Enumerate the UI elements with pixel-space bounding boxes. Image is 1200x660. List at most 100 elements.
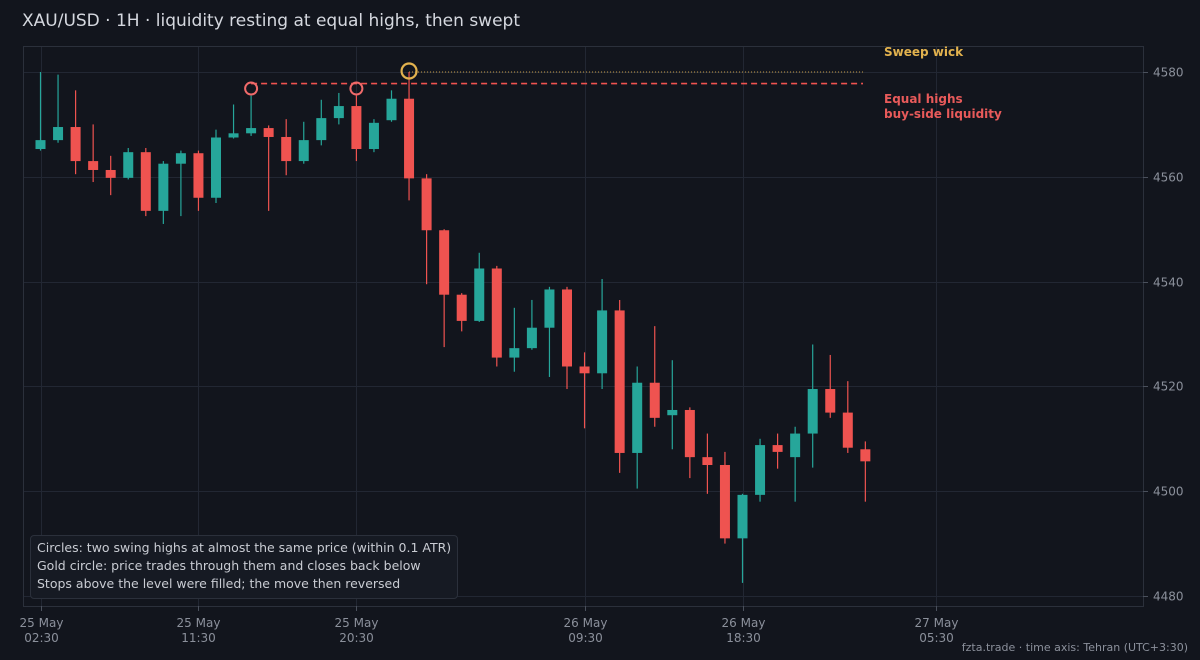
candle (53, 74, 64, 143)
buy-side-liquidity-text: buy-side liquidity (884, 107, 1002, 121)
candle-body (404, 98, 415, 179)
plot-frame (23, 46, 1144, 607)
candle (509, 307, 520, 372)
candle (351, 95, 362, 162)
candle (649, 326, 660, 427)
y-tick-label: 4580 (1153, 66, 1184, 80)
candle (491, 265, 502, 367)
candle-body (439, 230, 450, 295)
candle (526, 299, 537, 350)
sweep-wick-text: Sweep wick (884, 45, 964, 59)
candle-body (755, 445, 766, 495)
level-lines (251, 71, 863, 85)
candle-body (632, 382, 643, 453)
candle-body (737, 494, 748, 539)
candle-body (105, 169, 116, 178)
candle-body (526, 327, 537, 349)
x-tick-label: 25 May 11:30 (177, 616, 221, 645)
candle (263, 125, 274, 211)
candle-body (351, 106, 362, 150)
candle-body (35, 140, 46, 150)
candle (702, 433, 713, 494)
equal-highs-label: Equal highs buy-side liquidity (884, 92, 1002, 122)
candle-body (298, 140, 309, 162)
equal-high-circle (349, 81, 364, 96)
candle-body (88, 161, 99, 170)
equal-highs-text: Equal highs (884, 92, 963, 106)
candle (790, 426, 801, 502)
candle (684, 407, 695, 479)
candle (737, 493, 748, 583)
sweep-wick-label: Sweep wick (884, 45, 963, 60)
candle (544, 286, 555, 377)
candle (88, 124, 99, 183)
candle (246, 95, 257, 136)
candle-body (123, 152, 134, 178)
candle-body (474, 268, 485, 321)
y-axis: 4480 4500 4520 4540 4560 4580 (1143, 66, 1184, 604)
sweep-circle (400, 62, 418, 80)
candle (456, 293, 467, 332)
candle-body (772, 445, 783, 452)
candle (860, 441, 871, 502)
x-axis: 25 May 02:30 25 May 11:30 25 May 20:30 26 May 0… (20, 606, 959, 645)
candle (439, 229, 450, 348)
candle-body (842, 412, 853, 448)
grid-lines (23, 46, 1143, 606)
chart-title: XAU/USD · 1H · liquidity resting at equa… (22, 11, 520, 31)
candle-body (263, 128, 274, 137)
candle-body (158, 163, 169, 211)
y-tick-label: 4500 (1153, 485, 1184, 499)
y-tick-label: 4560 (1153, 171, 1184, 185)
candle-body (386, 98, 397, 121)
candle-body (140, 152, 151, 211)
candle (772, 433, 783, 469)
candle-body (614, 310, 625, 453)
candle-body (53, 127, 64, 141)
candle (70, 90, 81, 175)
candle (368, 119, 379, 153)
candle (316, 99, 327, 146)
y-tick-label: 4480 (1153, 590, 1184, 604)
candle-body (421, 178, 432, 231)
candle (719, 451, 730, 544)
candle-body (456, 294, 467, 321)
candle (211, 129, 221, 203)
candle-body (211, 137, 221, 198)
candle-body (509, 348, 520, 358)
candle-body (544, 289, 555, 328)
note-line: Circles: two swing highs at almost the s… (37, 540, 452, 555)
candle-body (702, 457, 713, 465)
candle-body (193, 153, 204, 198)
candle-body (649, 382, 660, 418)
candle-body (175, 153, 186, 164)
candle-body (807, 389, 818, 434)
x-tick-label: 26 May 09:30 (564, 616, 608, 645)
note-line: Gold circle: price trades through them a… (37, 558, 421, 573)
candle (474, 252, 485, 322)
candle (597, 278, 608, 390)
x-tick-label: 25 May 02:30 (20, 616, 64, 645)
x-tick-label: 25 May 20:30 (335, 616, 379, 645)
candle-body (825, 389, 836, 413)
candle-body (246, 128, 257, 134)
candle (562, 286, 572, 390)
candle (175, 150, 186, 217)
candle-body (281, 136, 292, 162)
x-tick-label: 27 May 05:30 (915, 616, 959, 645)
candle (228, 104, 239, 139)
y-tick-label: 4540 (1153, 276, 1184, 290)
candle (105, 155, 116, 196)
candle-body (316, 118, 327, 141)
footer-credit: fzta.trade · time axis: Tehran (UTC+3:30… (961, 641, 1188, 654)
candle-body (684, 409, 695, 458)
candle-body (70, 127, 81, 162)
candle-body (719, 465, 730, 539)
candle (825, 354, 836, 418)
candle-body (860, 449, 871, 462)
candle-body (333, 106, 344, 119)
explanation-box: Circles: two swing highs at almost the s… (30, 535, 459, 599)
candle (281, 119, 292, 176)
x-tick-label: 26 May 18:30 (722, 616, 766, 645)
